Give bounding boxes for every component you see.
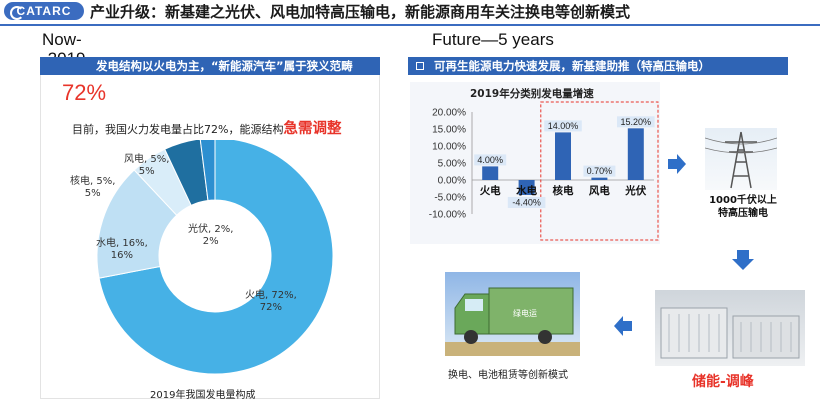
data-label-bg-0	[474, 154, 507, 166]
donut-svg	[96, 137, 334, 375]
future-heading: Future—5 years	[432, 30, 554, 49]
label-solar: 光伏, 2%, 2%	[188, 224, 233, 248]
data-label-2: 14.00%	[548, 121, 579, 131]
transmission-tower-image	[704, 128, 778, 190]
uhv-caption-l2: 特高压输电	[718, 208, 768, 219]
data-label-3: 0.70%	[587, 166, 613, 176]
label-wind-l1: 风电, 5%,	[124, 154, 170, 165]
data-label-0: 4.00%	[477, 155, 503, 165]
y-tick-label: -5.00%	[434, 193, 466, 204]
y-tick-label: 0.00%	[438, 176, 466, 187]
bar-1	[518, 180, 535, 195]
bar-2	[555, 132, 571, 180]
truck-label: 绿电运	[513, 308, 537, 318]
donut-slice-fire	[98, 137, 334, 375]
battery-swap-truck-image: 绿电运	[445, 272, 580, 356]
desc-emphasis: 急需调整	[283, 121, 342, 137]
label-water: 水电, 16%, 16%	[96, 238, 148, 262]
truck-caption: 换电、电池租赁等创新模式	[448, 370, 568, 381]
bar-3	[591, 177, 608, 180]
y-tick-label: 10.00%	[432, 142, 466, 153]
right-banner: 可再生能源电力快速发展，新基建助推（特高压输电）	[408, 57, 788, 75]
storage-caption: 储能-调峰	[692, 374, 754, 390]
bar-0	[482, 166, 499, 180]
chart-title: 2019年分类别发电量增速	[470, 88, 594, 100]
category-label-2: 核电	[553, 184, 574, 197]
label-nuclear-l2: 5%	[84, 188, 101, 199]
right-banner-text: 可再生能源电力快速发展，新基建助推（特高压输电）	[434, 59, 710, 73]
data-label-bg-1	[507, 196, 546, 208]
chart-svg: 20.00% 15.00% 10.00% 5.00% 0.00% -5.00% -10.00…	[429, 101, 659, 241]
label-fire-l1: 火电, 72%,	[245, 290, 297, 301]
data-label-bg-2	[544, 120, 582, 132]
slide-title: 产业升级：新基建之光伏、风电加特高压输电，新能源商用车关注换电等创新模式	[90, 3, 631, 21]
label-nuclear-l1: 核电, 5%,	[70, 176, 116, 187]
label-fire: 火电, 72%, 72%	[245, 290, 297, 314]
label-wind: 风电, 5%, 5%	[124, 154, 169, 178]
catarc-logo: CATARC	[4, 2, 84, 20]
category-label-4: 光伏	[624, 184, 646, 197]
generation-mix-donut: 火电, 72%, 72% 水电, 16%, 16% 核电, 5%, 5% 风电, 5%…	[40, 137, 380, 398]
label-fire-l2: 72%	[259, 302, 282, 313]
uhv-caption: 1000千伏以上 特高压输电	[698, 194, 788, 220]
arrow-left-icon	[614, 316, 632, 336]
growth-bar-chart: 20.00% 15.00% 10.00% 5.00% 0.00% -5.00% -10.00…	[410, 100, 660, 242]
y-tick-label: 5.00%	[438, 159, 466, 170]
storage-container-icon	[660, 307, 800, 359]
label-solar-l2: 2%	[202, 236, 219, 247]
fire-share-pct: 72%	[62, 80, 107, 105]
donut-caption: 2019年我国发电量构成	[150, 390, 256, 401]
uhv-caption-l1: 1000千伏以上	[709, 195, 777, 206]
y-tick-label: 20.00%	[432, 108, 466, 119]
header: CATARC 产业升级：新基建之光伏、风电加特高压输电，新能源商用车关注换电等创…	[0, 0, 820, 24]
highlight-box	[540, 101, 659, 241]
square-bullet-icon	[416, 62, 424, 70]
category-label-3: 风电	[589, 184, 610, 197]
bar-4	[627, 128, 644, 180]
energy-structure-desc: 目前，我国火力发电量占比72%，能源结构急需调整	[72, 117, 341, 138]
left-panel-frame	[40, 75, 380, 399]
data-label-4: 15.20%	[621, 117, 652, 127]
data-label-1: -4.40%	[512, 197, 541, 207]
y-tick-label: -10.00%	[429, 210, 466, 221]
arrow-down-icon	[732, 250, 754, 270]
data-label-bg-3	[583, 165, 616, 177]
label-water-l2: 16%	[110, 250, 133, 261]
label-nuclear: 核电, 5%, 5%	[70, 176, 115, 200]
y-tick-label: 15.00%	[432, 125, 466, 136]
label-solar-l1: 光伏, 2%,	[188, 224, 234, 235]
category-label-1: 水电	[515, 184, 538, 197]
label-water-l1: 水电, 16%,	[96, 238, 148, 249]
desc-prefix: 目前，我国火力发电量占比72%，能源结构	[72, 123, 284, 136]
category-label-0: 火电	[480, 184, 501, 197]
left-banner-text: 发电结构以火电为主，“新能源汽车”属于狭义范畴	[96, 59, 353, 73]
header-divider	[0, 24, 820, 26]
growth-chart-bg	[410, 82, 660, 244]
tower-icon	[704, 131, 778, 189]
left-banner: 发电结构以火电为主，“新能源汽车”属于狭义范畴	[40, 57, 380, 75]
truck-icon: 绿电运	[445, 287, 580, 356]
arrow-right-icon	[668, 154, 686, 174]
data-label-bg-4	[617, 116, 655, 128]
label-wind-l2: 5%	[138, 166, 155, 177]
energy-storage-image	[655, 290, 805, 366]
